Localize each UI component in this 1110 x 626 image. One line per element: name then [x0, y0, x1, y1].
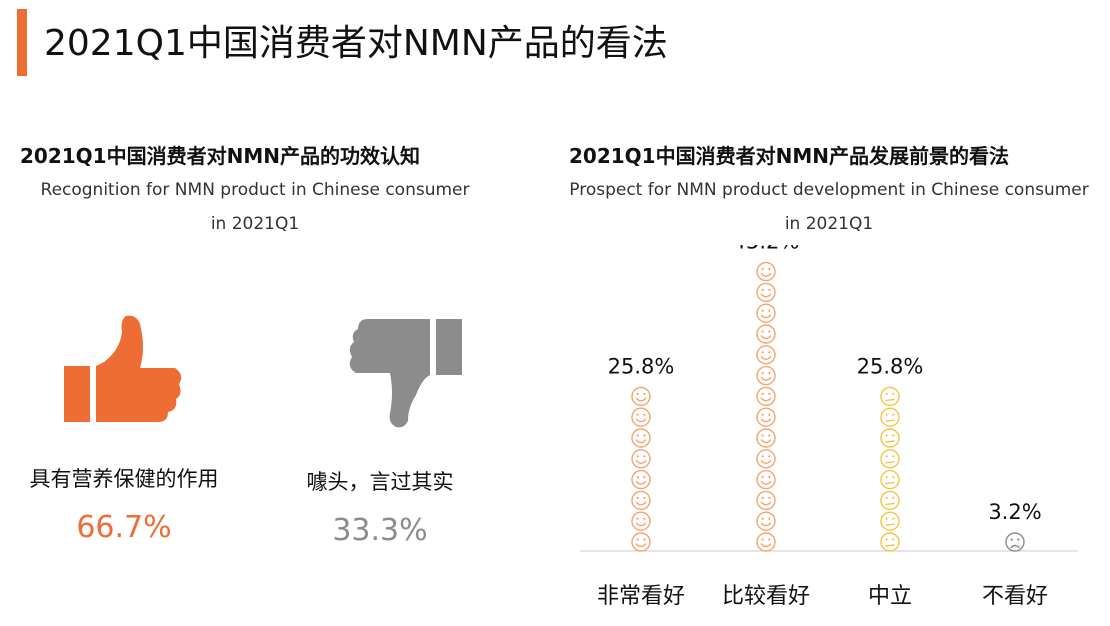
- thumbs-down-icon: [349, 319, 462, 428]
- bar-3: [880, 386, 900, 552]
- data-label: 45.2%: [733, 245, 800, 254]
- smile-icon: [756, 282, 776, 303]
- bar-1: [631, 386, 651, 552]
- neutral-face-icon: [880, 469, 900, 490]
- smile-icon: [756, 386, 776, 407]
- neutral-face-icon: [880, 386, 900, 407]
- left-subtitle-line1: Recognition for NMN product in Chinese c…: [40, 180, 470, 200]
- data-label: 25.8%: [857, 354, 924, 378]
- sad-face-icon: [1005, 532, 1025, 552]
- option-gimmick-value: 33.3%: [332, 513, 428, 548]
- right-section-title: 2021Q1中国消费者对NMN产品发展前景的看法: [569, 144, 1009, 168]
- option-effective-label: 具有营养保健的作用: [29, 467, 219, 491]
- x-tick-label: 比较看好: [722, 584, 810, 609]
- smile-icon: [756, 324, 776, 344]
- smile-icon: [756, 428, 776, 448]
- smile-icon: [756, 469, 776, 490]
- smile-icon: [756, 261, 776, 282]
- smile-icon: [756, 303, 776, 323]
- smile-icon: [756, 345, 776, 365]
- smile-icon: [631, 511, 651, 531]
- bar-2: [756, 261, 776, 552]
- right-subtitle-line1: Prospect for NMN product development in …: [569, 180, 1089, 200]
- smile-icon: [631, 532, 651, 552]
- neutral-face-icon: [880, 428, 900, 448]
- smile-icon: [756, 490, 776, 511]
- smile-icon: [631, 490, 651, 511]
- smile-icon: [756, 511, 776, 531]
- neutral-face-icon: [880, 449, 900, 469]
- smile-icon: [631, 386, 651, 407]
- smile-icon: [756, 407, 776, 427]
- neutral-face-icon: [880, 490, 900, 511]
- left-subtitle-line2: in 2021Q1: [210, 214, 300, 234]
- x-tick-label: 中立: [868, 584, 912, 609]
- smile-icon: [756, 532, 776, 552]
- neutral-face-icon: [880, 532, 900, 552]
- page-title: 2021Q1中国消费者对NMN产品的看法: [44, 23, 668, 64]
- neutral-face-icon: [880, 407, 900, 427]
- smile-icon: [631, 428, 651, 448]
- left-section-title: 2021Q1中国消费者对NMN产品的功效认知: [20, 144, 420, 168]
- smile-icon: [631, 407, 651, 427]
- left-section-subtitle: Recognition for NMN product in Chinese c…: [20, 173, 490, 241]
- right-section-subtitle: Prospect for NMN product development in …: [558, 173, 1100, 241]
- option-effective-value: 66.7%: [76, 510, 172, 545]
- data-label: 25.8%: [608, 354, 675, 378]
- data-label: 3.2%: [988, 500, 1041, 524]
- title-accent-bar: [17, 9, 27, 76]
- smile-icon: [756, 449, 776, 469]
- smile-icon: [756, 365, 776, 386]
- bar-4: [1005, 532, 1025, 552]
- prospect-pictogram-chart: 25.8% 非常看好 45.2% 比较看好 25.8% 中立 3.2% 不看好: [580, 245, 1078, 609]
- smile-icon: [631, 449, 651, 469]
- neutral-face-icon: [880, 511, 900, 531]
- smile-icon: [631, 469, 651, 490]
- x-tick-label: 不看好: [982, 584, 1048, 609]
- right-subtitle-line2: in 2021Q1: [784, 214, 874, 234]
- option-gimmick-label: 噱头，言过其实: [306, 470, 454, 494]
- thumbs-up-icon: [64, 315, 182, 422]
- x-tick-label: 非常看好: [597, 584, 685, 609]
